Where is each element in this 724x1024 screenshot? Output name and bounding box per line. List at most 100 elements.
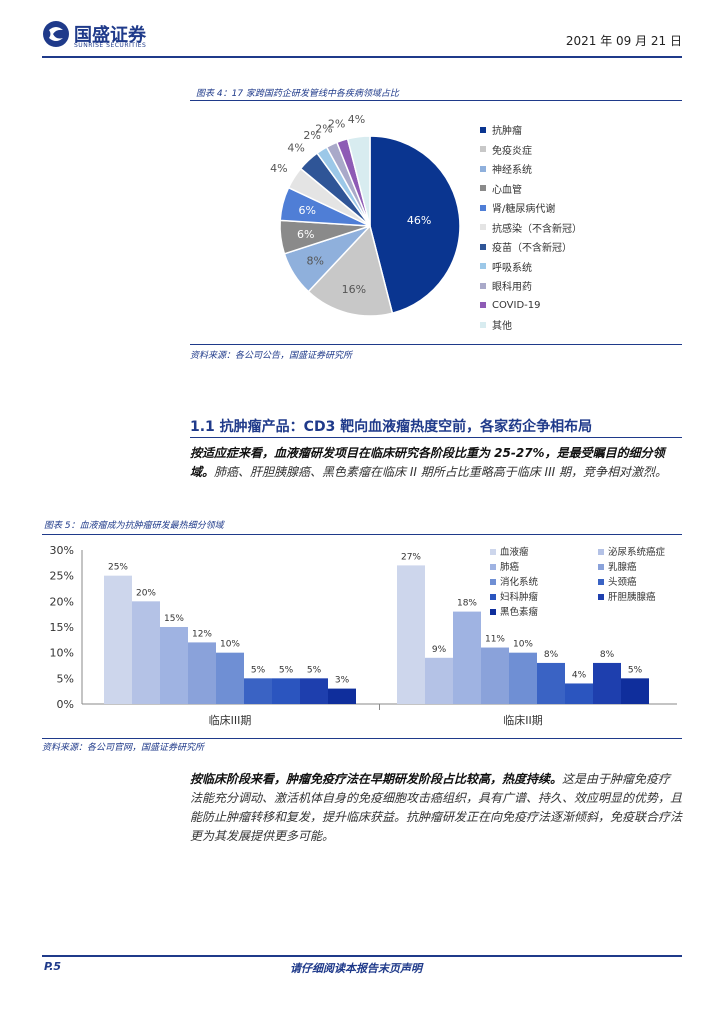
legend-item: 疫苗（不含新冠）: [480, 237, 680, 257]
legend-label: 抗肿瘤: [492, 126, 522, 138]
legend-swatch: [480, 165, 486, 172]
legend-label: 眼科用药: [492, 282, 532, 294]
figure-4-bottom-rule: [190, 344, 682, 345]
legend-label: 乳腺癌: [608, 561, 637, 573]
bar-chart: 0% 5% 10% 15% 20% 25% 30% 25% 20% 15% 12% 10% 5% 5% 5%…: [50, 544, 677, 727]
disclaimer-note: 请仔细阅读本报告末页声明: [290, 962, 422, 975]
bar-value-label: 10%: [220, 640, 240, 650]
legend-swatch: [490, 609, 496, 615]
legend-swatch: [598, 564, 604, 570]
paragraph-2-lead: 按临床阶段来看，肿瘤免疫疗法在早期研发阶段占比较高，热度持续。: [190, 772, 563, 786]
legend-swatch: [480, 263, 486, 270]
legend-swatch: [598, 549, 604, 555]
bar-value-label: 27%: [401, 552, 421, 562]
y-tick-label: 5%: [57, 672, 74, 685]
paragraph-lead: 按适应症来看，血液瘤研发项目在临床研究各阶段比重为 25-27%，是最受瞩目的细…: [190, 446, 665, 479]
bar: [397, 565, 425, 704]
legend-label: 其他: [492, 321, 512, 333]
pie-slice: [346, 135, 371, 227]
bar: [565, 683, 593, 704]
legend-label: 黑色素瘤: [500, 606, 539, 618]
legend-label: 抗感染（不含新冠）: [492, 223, 582, 235]
legend-item: 抗肿瘤: [480, 120, 680, 140]
legend-label: 肝胆胰腺癌: [608, 591, 656, 603]
bar: [104, 575, 132, 704]
legend-swatch: [490, 549, 496, 555]
legend-swatch: [480, 146, 486, 153]
logo-subtitle: SUNRISE SECURITIES: [74, 42, 147, 49]
legend-item: 眼科用药: [480, 276, 680, 296]
legend-swatch: [490, 564, 496, 570]
pie-slice-label: 6%: [297, 228, 314, 241]
y-tick-label: 20%: [50, 595, 74, 608]
legend-label: 肺癌: [500, 561, 520, 573]
bar-value-label: 5%: [628, 665, 643, 675]
y-tick-label: 15%: [50, 621, 74, 634]
bar-value-label: 18%: [457, 599, 477, 609]
bar: [272, 678, 300, 704]
legend-label: 免疫炎症: [492, 145, 532, 157]
legend-swatch: [480, 224, 486, 231]
pie-slice-label: 16%: [342, 283, 366, 296]
pie-slice-label: 2%: [315, 122, 332, 135]
legend-swatch: [480, 321, 486, 328]
pie-slice: [369, 135, 461, 315]
legend-label: 妇科肿瘤: [500, 591, 539, 603]
legend-item: 免疫炎症: [480, 140, 680, 160]
y-tick-label: 25%: [50, 570, 74, 583]
pie-slice-label: 4%: [348, 113, 365, 126]
bar-value-label: 5%: [251, 665, 266, 675]
legend-item: 心血管: [480, 179, 680, 199]
figure-5-source: 资料来源：各公司官网，国盛证券研究所: [42, 743, 205, 753]
header-rule: [42, 56, 682, 58]
figure-4-source: 资料来源：各公司公告，国盛证券研究所: [190, 351, 353, 361]
legend-swatch: [480, 282, 486, 289]
paragraph-2: 按临床阶段来看，肿瘤免疫疗法在早期研发阶段占比较高，热度持续。这是由于肿瘤免疫疗…: [190, 770, 682, 846]
legend-swatch: [490, 579, 496, 585]
pie-slice-label: 8%: [307, 255, 324, 268]
legend-swatch: [598, 579, 604, 585]
logo-icon: [43, 21, 69, 47]
pie-chart: 46%16%8%6%6%4%4%2%2%2% 4%: [270, 113, 461, 317]
section-rule: [190, 437, 682, 438]
bar: [621, 678, 649, 704]
legend-item: 肾/糖尿病代谢: [480, 198, 680, 218]
bar-value-label: 8%: [600, 650, 615, 660]
legend-item: 抗感染（不含新冠）: [480, 218, 680, 238]
bar: [593, 662, 621, 704]
paragraph-body: 肺癌、肝胆胰腺癌、黑色素瘤在临床 II 期所占比重略高于临床 III 期，竞争相…: [214, 465, 667, 479]
footer-rule: [42, 955, 682, 957]
pie-slice-label: 46%: [407, 214, 431, 227]
legend-label: 神经系统: [492, 165, 532, 177]
pie-legend: 抗肿瘤 免疫炎症 神经系统 心血管 肾/糖尿病代谢 抗感染（不含新冠） 疫苗（不含新冠） 呼吸…: [480, 120, 680, 335]
x-group-label: 临床II期: [503, 713, 543, 727]
legend-label: 头颈癌: [608, 576, 637, 588]
bar-value-label: 5%: [307, 665, 322, 675]
bar-value-label: 25%: [108, 563, 128, 573]
pie-slice-label: 4%: [287, 141, 304, 154]
bar: [425, 657, 453, 704]
figure-4-rule: [190, 100, 682, 101]
bar: [216, 652, 244, 704]
legend-item: 其他: [480, 315, 680, 335]
bar: [509, 652, 537, 704]
legend-label: 心血管: [492, 184, 522, 196]
header: 国盛证券 SUNRISE SECURITIES 2021 年 09 月 21 日: [42, 20, 682, 50]
legend-swatch: [480, 185, 486, 192]
logo-name: 国盛证券: [74, 25, 146, 46]
figure-5-bottom-rule: [42, 738, 682, 739]
pie-slice: [307, 224, 394, 317]
x-group-label: 临床III期: [209, 713, 252, 727]
bar: [188, 642, 216, 704]
bar-value-label: 4%: [572, 670, 587, 680]
legend-swatch: [598, 594, 604, 600]
pie-slice-label: 6%: [299, 204, 316, 217]
figure-5-caption: 图表 5：血液瘤成为抗肿瘤研发最热细分领域: [44, 521, 224, 531]
legend-label: 消化系统: [500, 576, 539, 588]
pie-slice-label: 2%: [303, 129, 320, 142]
bar-value-label: 9%: [432, 645, 447, 655]
legend-swatch: [480, 243, 486, 250]
bar: [244, 678, 272, 704]
pie-slice-label: 2%: [328, 117, 345, 130]
section-title: 1.1 抗肿瘤产品：CD3 靶向血液瘤热度空前，各家药企争相布局: [190, 419, 593, 435]
